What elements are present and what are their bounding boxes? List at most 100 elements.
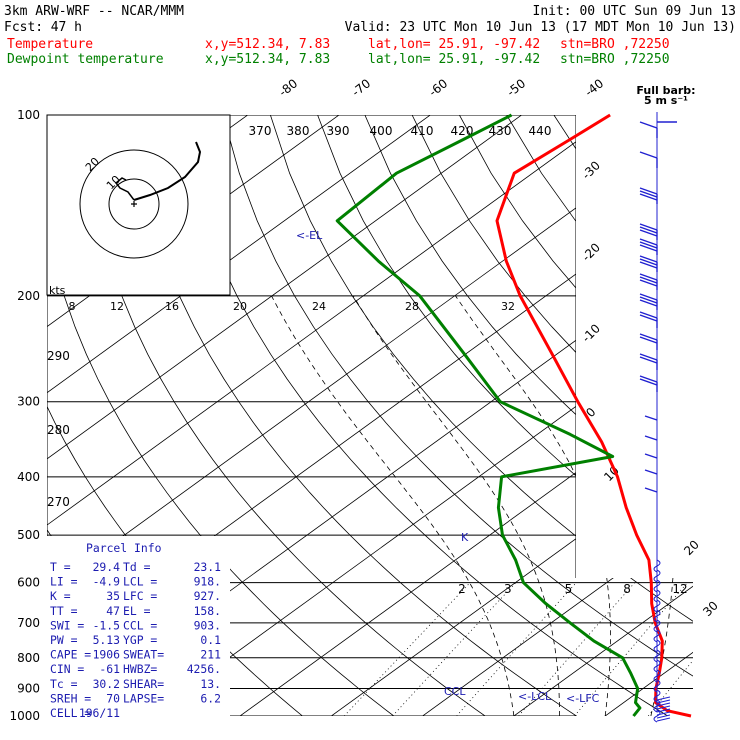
parcel-info-cell: EL =	[123, 604, 151, 618]
mixing-ratio-label: 8	[623, 582, 631, 596]
parcel-info-cell: CELL =	[50, 706, 91, 720]
pressure-tick-label: 1000	[9, 709, 40, 723]
pressure-tick-label: 200	[17, 289, 40, 303]
isotherm-label: -60	[426, 76, 450, 99]
isotherm-label: -40	[582, 76, 606, 99]
hodograph-ring-label: 24	[312, 300, 326, 313]
wind-barb	[656, 711, 671, 716]
parcel-info-background	[47, 536, 230, 716]
model-title: 3km ARW-WRF -- NCAR/MMM	[4, 4, 184, 19]
parcel-info-cell: YGP =	[123, 633, 157, 647]
isotherm-label: -50	[504, 76, 528, 99]
parcel-info-cell: LAPSE=	[123, 691, 164, 705]
sounding-profiles	[335, 113, 692, 718]
parcel-info-cell: 4256.	[187, 662, 221, 676]
parcel-info-cell: 211	[200, 648, 221, 662]
dry-adiabat	[47, 115, 412, 716]
parcel-info-cell: SREH =	[50, 691, 91, 705]
parcel-info-cell: 30.2	[93, 677, 120, 691]
wind-barb	[653, 679, 661, 693]
dry-adiabat-label: 390	[327, 124, 350, 138]
wind-barb	[639, 255, 658, 272]
pressure-tick-label: 500	[17, 528, 40, 542]
parcel-info-cell: 5.13	[93, 633, 120, 647]
dry-adiabat-label: 420	[451, 124, 474, 138]
wind-barb	[653, 569, 661, 583]
hodograph: 20 10 kts 8 12 16 20 24 28 32	[46, 114, 515, 313]
isotherm	[678, 115, 693, 716]
wind-barb	[639, 187, 658, 204]
wind-barb	[653, 629, 661, 643]
wind-barb	[653, 689, 661, 703]
dry-adiabat	[222, 115, 693, 716]
dry-adiabat	[128, 115, 597, 716]
parcel-info-cell: 47	[106, 604, 120, 618]
mixing-ratio-label: 12	[672, 582, 687, 596]
hodograph-box	[46, 114, 231, 296]
dry-adiabat-label: 290	[47, 349, 70, 363]
isotherm-label: 20	[681, 537, 702, 558]
dry-adiabat	[175, 115, 689, 716]
valid-time: Valid: 23 UTC Mon 10 Jun 13 (17 MDT Mon …	[345, 20, 736, 35]
parcel-info-cell: SWI =	[50, 618, 84, 632]
wind-barb	[653, 619, 661, 633]
wind-barb	[653, 669, 661, 683]
temperature-latlon: lat,lon= 25.91, -97.42	[368, 37, 540, 52]
wind-barb	[639, 273, 658, 290]
wind-barb	[656, 696, 671, 701]
moist-adiabat	[271, 295, 515, 716]
dewpoint-temperature-profile	[335, 113, 642, 717]
parcel-info-cell: LCL =	[123, 575, 157, 589]
hodograph-trace	[133, 141, 202, 201]
wind-barb	[653, 639, 661, 653]
k-marker: K	[461, 531, 469, 544]
temperature-xy: x,y=512.34, 7.83	[205, 37, 330, 52]
wind-barb	[656, 714, 671, 719]
hodograph-ring	[108, 178, 160, 230]
dry-adiabat	[553, 115, 693, 716]
mixing-ratio-label: 3	[504, 582, 512, 596]
hodograph-ring-label: 16	[165, 300, 179, 313]
moist-adiabat	[352, 295, 560, 716]
parcel-info-cell: -1.5	[93, 618, 120, 632]
hodograph-ring-label: 32	[501, 300, 515, 313]
wind-barb	[639, 121, 658, 138]
pressure-tick-label: 800	[17, 651, 40, 665]
dry-adiabat	[411, 115, 693, 716]
wind-barb	[644, 415, 658, 421]
sounding-annotations: <-EL <-LCL <-LFC CCL K	[296, 229, 600, 705]
wind-barb	[653, 579, 661, 593]
dry-adiabat-label: 440	[529, 124, 552, 138]
isotherm-label: -30	[579, 158, 603, 182]
dry-adiabat	[600, 115, 693, 716]
hodograph-low-level-trace	[114, 177, 135, 201]
parcel-info-cell: 6.2	[200, 691, 221, 705]
parcel-info-cell: 0.1	[200, 633, 221, 647]
parcel-info-cell: 13.	[200, 677, 221, 691]
parcel-info-cell: LI =	[50, 575, 78, 589]
dewpoint-legend: Dewpoint temperature	[7, 52, 164, 67]
wind-barb	[639, 151, 658, 168]
wind-barb	[656, 717, 671, 722]
parcel-info-panel: Parcel Info T = 29.4 Td = 23.1 LI = -4.9 LCL =…	[47, 536, 230, 720]
parcel-info-cell: 70	[106, 691, 120, 705]
wind-barb	[639, 223, 658, 240]
parcel-info-cell: CAPE =	[50, 648, 91, 662]
parcel-info-cell: -61	[99, 662, 120, 676]
barb-legend-value: 5 m s⁻¹	[644, 94, 688, 107]
isotherm	[496, 115, 693, 716]
header: 3km ARW-WRF -- NCAR/MMM Init: 00 UTC Sun…	[4, 4, 736, 107]
wind-barb	[639, 375, 658, 392]
hodograph-speed-label: kts	[49, 284, 66, 297]
wind-barb	[644, 487, 658, 493]
parcel-info-cell: Td =	[123, 560, 151, 574]
mixing-ratio-line	[392, 582, 517, 716]
parcel-info-cell: 927.	[194, 589, 221, 603]
mixing-ratio-line	[518, 582, 635, 716]
wind-barb	[639, 353, 658, 370]
wind-barb	[653, 609, 661, 623]
parcel-info-cell: HWBZ=	[123, 662, 157, 676]
wind-barb	[639, 311, 658, 328]
wind-barb	[644, 435, 658, 441]
parcel-info-cell: 196/11	[79, 706, 120, 720]
